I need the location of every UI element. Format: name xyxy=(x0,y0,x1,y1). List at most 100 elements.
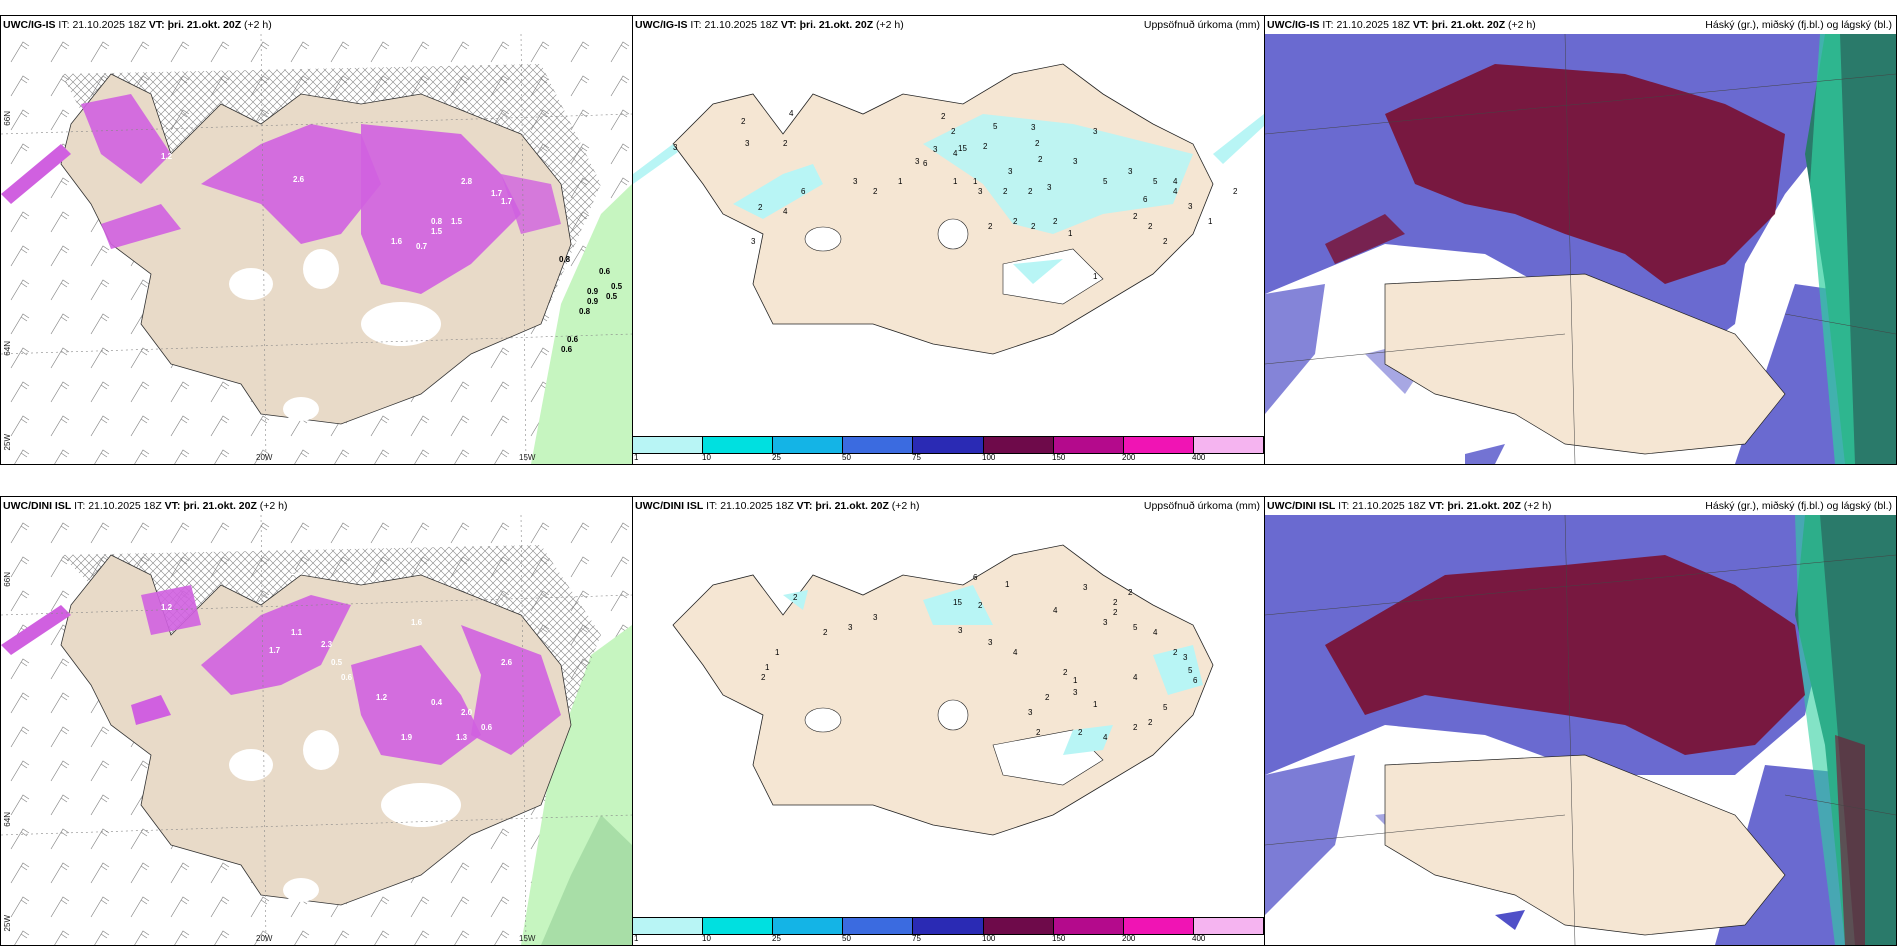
wind-label: 0.6 xyxy=(567,335,579,344)
panel-dini-cloud: UWC/DINI ISL IT: 21.10.2025 18Z VT: þri.… xyxy=(1264,496,1897,946)
svg-text:3: 3 xyxy=(1183,653,1188,662)
wind-label: 1.3 xyxy=(456,733,468,742)
svg-text:2: 2 xyxy=(1028,187,1033,196)
svg-text:3: 3 xyxy=(673,143,678,152)
svg-text:1: 1 xyxy=(1073,676,1078,685)
svg-text:15: 15 xyxy=(953,598,962,607)
svg-text:5: 5 xyxy=(1163,703,1168,712)
lat-label: 64N xyxy=(3,341,12,356)
svg-text:3: 3 xyxy=(1083,583,1088,592)
legend-swatch xyxy=(913,918,984,934)
legend-tick: 50 xyxy=(842,453,851,462)
panel-header: UWC/IG-IS IT: 21.10.2025 18Z VT: þri. 21… xyxy=(3,19,272,31)
corner-label: 25W xyxy=(3,434,12,451)
svg-text:3: 3 xyxy=(915,157,920,166)
wind-label: 0.8 xyxy=(579,307,591,316)
svg-text:2: 2 xyxy=(1045,693,1050,702)
wind-label: 1.2 xyxy=(161,152,173,161)
wind-label: 0.9 xyxy=(587,297,599,306)
svg-text:1: 1 xyxy=(973,177,978,186)
wind-label: 0.8 xyxy=(431,217,443,226)
lat-label: 66N xyxy=(3,111,12,126)
precip-legend: 1 10 25 50 75 100 150 200 400 xyxy=(633,917,1264,945)
legend-tick: 10 xyxy=(702,453,711,462)
svg-text:3: 3 xyxy=(1093,127,1098,136)
legend-swatch xyxy=(843,918,914,934)
svg-text:6: 6 xyxy=(1143,195,1148,204)
legend-swatch xyxy=(983,437,1054,453)
wind-label: 0.6 xyxy=(599,267,611,276)
wind-label: 1.2 xyxy=(376,693,388,702)
cloud-map xyxy=(1265,34,1896,464)
svg-text:2: 2 xyxy=(1035,139,1040,148)
svg-text:2: 2 xyxy=(793,593,798,602)
wind-label: 2.0 xyxy=(461,708,473,717)
legend-swatch xyxy=(913,437,984,453)
svg-text:5: 5 xyxy=(993,122,998,131)
svg-text:3: 3 xyxy=(1128,167,1133,176)
svg-text:2: 2 xyxy=(823,628,828,637)
svg-text:6: 6 xyxy=(801,187,806,196)
svg-text:4: 4 xyxy=(1173,187,1178,196)
wind-map: 0.6 0.9 0.5 0.9 0.5 0.8 0.6 0.6 0.8 1.7 … xyxy=(1,34,632,464)
panel-header: UWC/DINI ISL IT: 21.10.2025 18Z VT: þri.… xyxy=(1267,500,1552,512)
precip-map: 2 4 3 3 2 2 6 4 3 3 2 1 3 3 6 4 15 2 2 2 xyxy=(633,34,1264,434)
legend-swatch xyxy=(633,437,704,453)
svg-text:4: 4 xyxy=(1133,673,1138,682)
wind-label: 0.9 xyxy=(587,287,599,296)
svg-text:3: 3 xyxy=(1073,157,1078,166)
svg-text:2: 2 xyxy=(951,127,956,136)
wind-map: 1.2 2.4 1.6 0.5 0.4 1.9 1.3 2.6 1.2 0.6 … xyxy=(1,515,632,945)
wind-label: 0.6 xyxy=(481,723,493,732)
svg-text:2: 2 xyxy=(741,117,746,126)
svg-text:2: 2 xyxy=(1003,187,1008,196)
wind-label: 2.4 xyxy=(291,568,303,577)
svg-text:4: 4 xyxy=(953,149,958,158)
lat-label: 66N xyxy=(3,572,12,587)
svg-text:3: 3 xyxy=(853,177,858,186)
legend-swatch xyxy=(703,437,774,453)
wind-label: 1.9 xyxy=(401,733,413,742)
svg-text:2: 2 xyxy=(1148,222,1153,231)
svg-text:4: 4 xyxy=(1013,648,1018,657)
wind-label: 1.6 xyxy=(411,618,423,627)
svg-text:6: 6 xyxy=(1193,676,1198,685)
svg-text:3: 3 xyxy=(1188,202,1193,211)
svg-text:3: 3 xyxy=(1031,123,1036,132)
svg-text:5: 5 xyxy=(1188,666,1193,675)
lon-label: 15W xyxy=(519,453,536,462)
svg-text:15: 15 xyxy=(958,144,967,153)
wind-label: 0.8 xyxy=(559,255,571,264)
svg-text:1: 1 xyxy=(775,648,780,657)
svg-text:3: 3 xyxy=(978,187,983,196)
svg-text:3: 3 xyxy=(745,139,750,148)
legend-swatch xyxy=(1053,437,1124,453)
svg-text:2: 2 xyxy=(1078,728,1083,737)
wind-label: 0.4 xyxy=(431,698,443,707)
legend-tick: 400 xyxy=(1192,453,1206,462)
svg-text:5: 5 xyxy=(1103,177,1108,186)
svg-text:1: 1 xyxy=(1093,272,1098,281)
svg-text:4: 4 xyxy=(789,109,794,118)
svg-text:3: 3 xyxy=(1008,167,1013,176)
svg-text:1: 1 xyxy=(1068,229,1073,238)
svg-text:1: 1 xyxy=(953,177,958,186)
svg-text:2: 2 xyxy=(1053,217,1058,226)
svg-text:2: 2 xyxy=(1133,212,1138,221)
legend-tick: 1 xyxy=(634,453,639,462)
svg-text:2: 2 xyxy=(1038,155,1043,164)
svg-text:1: 1 xyxy=(765,663,770,672)
svg-text:6: 6 xyxy=(923,159,928,168)
svg-text:1: 1 xyxy=(1208,217,1213,226)
svg-text:2: 2 xyxy=(1031,222,1036,231)
svg-text:6: 6 xyxy=(973,573,978,582)
wind-label: 1.1 xyxy=(291,628,303,637)
svg-text:2: 2 xyxy=(1113,608,1118,617)
svg-text:5: 5 xyxy=(1153,177,1158,186)
svg-text:2: 2 xyxy=(978,601,983,610)
wind-label: 1.7 xyxy=(501,197,513,206)
panel-igis-cloud: UWC/IG-IS IT: 21.10.2025 18Z VT: þri. 21… xyxy=(1264,15,1897,465)
wind-label: 0.5 xyxy=(611,282,623,291)
legend-swatch xyxy=(843,437,914,453)
svg-text:3: 3 xyxy=(751,237,756,246)
